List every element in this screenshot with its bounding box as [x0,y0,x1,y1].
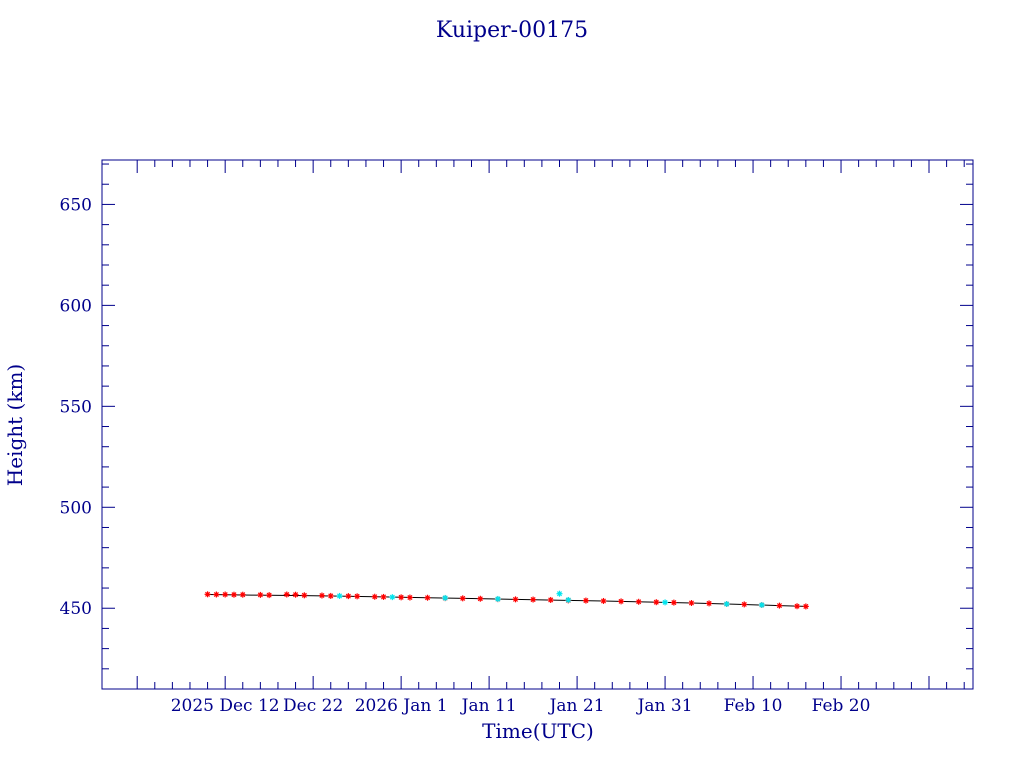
red-data-point [618,598,625,605]
data-series [204,590,809,610]
y-tick-label: 450 [60,599,92,619]
x-tick-label: Jan 31 [636,696,693,716]
cyan-data-point [556,590,563,597]
red-data-point [741,601,748,608]
red-data-point [582,597,589,604]
x-tick-label: Feb 10 [724,696,783,716]
y-tick-label: 550 [60,397,92,417]
y-axis: 450 500 550 600 650 [60,163,973,690]
red-data-point [424,594,431,601]
red-data-point [635,598,642,605]
red-data-point [283,591,290,598]
x-axis-label: Time(UTC) [482,719,594,743]
red-data-point [222,591,229,598]
cyan-data-point [494,595,501,602]
red-data-point [213,591,220,598]
x-tick-label: 2025 Dec 12 [171,696,280,716]
x-tick-label: Jan 11 [460,696,517,716]
red-data-point [477,595,484,602]
red-data-point [301,592,308,599]
cyan-data-point [723,600,730,607]
y-tick-label: 500 [60,498,92,518]
red-data-point [547,596,554,603]
cyan-data-point [389,594,396,601]
red-data-point [653,599,660,606]
red-data-point [266,592,273,599]
plot-frame [101,159,974,690]
cyan-data-point [336,592,343,599]
red-data-point [600,597,607,604]
x-tick-label: 2026 Jan 1 [355,696,448,716]
red-data-point [327,592,334,599]
red-data-point [406,594,413,601]
red-data-point [706,600,713,607]
red-data-point [354,593,361,600]
red-data-point [459,595,466,602]
red-data-point [380,593,387,600]
red-data-point [292,591,299,598]
red-data-point [670,599,677,606]
cyan-data-point [662,599,669,606]
cyan-data-point [565,596,572,603]
x-tick-label: Feb 20 [812,696,871,716]
red-data-point [530,596,537,603]
y-tick-label: 650 [60,195,92,215]
red-data-point [688,599,695,606]
red-data-point [204,591,211,598]
x-tick-label: Dec 22 [283,696,343,716]
x-tick-label: Jan 21 [548,696,605,716]
red-data-point [794,603,801,610]
cyan-data-point [442,594,449,601]
red-data-point [802,603,809,610]
red-data-point [239,591,246,598]
red-data-point [257,591,264,598]
y-tick-label: 600 [60,296,92,316]
red-data-point [776,602,783,609]
red-data-point [398,594,405,601]
red-data-point [230,591,237,598]
red-data-point [371,593,378,600]
red-data-point [318,592,325,599]
red-data-point [512,596,519,603]
x-axis: 2025 Dec 12 Dec 22 2026 Jan 1 Jan 11 Jan 21 J… [136,160,965,716]
chart-title: Kuiper-00175 [436,18,588,43]
y-axis-label: Height (km) [3,364,27,486]
cyan-data-point [758,602,765,609]
red-data-point [345,593,352,600]
